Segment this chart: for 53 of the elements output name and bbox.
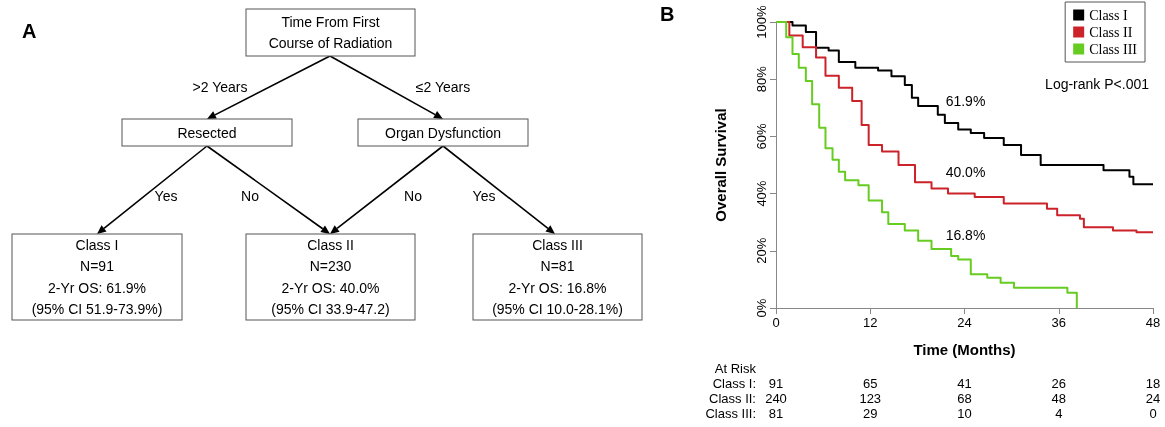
text: 18 (1145, 376, 1161, 391)
text: 123 (859, 391, 882, 406)
y-tick-label: 40% (754, 180, 769, 207)
annotation: 40.0% (945, 164, 986, 180)
legend-label: Class II (1089, 24, 1133, 40)
text: Class I N=91 2-Yr OS: 61.9% (95% CI 51.9-73.9%) (31, 236, 163, 318)
text: Resected (177, 124, 237, 141)
text: Class II: (709, 391, 756, 406)
text: 48 (1051, 391, 1066, 406)
y-tick-label: 20% (754, 237, 769, 264)
x-tick-label: 12 (863, 315, 878, 330)
y-tick-label: 0% (754, 298, 769, 318)
x-axis-title: Time (Months) (913, 341, 1016, 358)
legend-label: Class III (1089, 41, 1138, 57)
x-tick-label: 0 (772, 315, 780, 330)
text: 29 (863, 406, 878, 421)
x-tick-label: 48 (1145, 315, 1161, 330)
x-tick-label: 24 (957, 315, 972, 330)
chart-title: B (660, 3, 675, 25)
text: 68 (957, 391, 972, 406)
text: 10 (957, 406, 972, 421)
text: 91 (768, 376, 784, 391)
text: Yes (472, 188, 496, 204)
text: Organ Dysfunction (385, 124, 501, 141)
legend-label: Class I (1089, 7, 1129, 23)
text: 41 (957, 376, 972, 391)
text: No (404, 188, 423, 204)
y-tick-label: 60% (754, 122, 769, 150)
y-tick-label: 100% (754, 4, 769, 39)
text: 26 (1051, 376, 1066, 391)
annotation: 61.9% (945, 92, 986, 109)
text: >2 Years (192, 79, 248, 95)
x-tick-label: 36 (1051, 315, 1066, 330)
text: Time From First Course of Radiation (268, 13, 393, 52)
text: 24 (1145, 391, 1161, 406)
text: ≤2 Years (415, 79, 471, 95)
text: Class III: (705, 406, 756, 421)
text: 81 (768, 406, 784, 421)
text: Yes (154, 188, 178, 204)
text: Class III N=81 2-Yr OS: 16.8% (95% CI 10.0-28.1%) (492, 236, 623, 318)
y-tick-label: 80% (754, 65, 769, 93)
text: Class II N=230 2-Yr OS: 40.0% (95% CI 33.9-47.2) (271, 236, 390, 318)
y-axis-title: Overall Survival (712, 108, 729, 222)
text: 65 (863, 376, 878, 391)
text: 4 (1055, 406, 1063, 421)
text: 240 (765, 391, 787, 406)
text: Class I: (712, 376, 756, 391)
annotation: 16.8% (945, 226, 986, 243)
annotation: Log-rank P<.001 (1045, 75, 1150, 92)
text: At Risk (714, 361, 757, 376)
text: A (22, 20, 37, 42)
text: 0 (1149, 406, 1157, 421)
text: No (241, 188, 260, 204)
